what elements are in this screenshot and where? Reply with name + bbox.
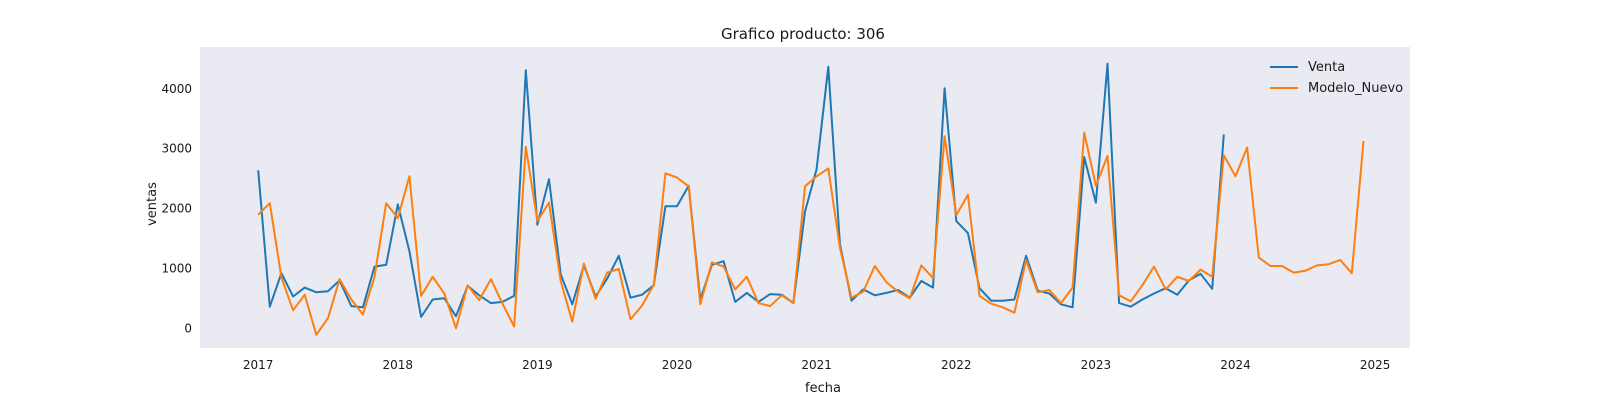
x-tick-label: 2025 [1360,358,1391,372]
y-tick-label: 3000 [161,142,192,156]
legend: Venta Modelo_Nuevo [1270,60,1403,96]
legend-label: Venta [1308,60,1345,75]
series-layer [257,62,1365,336]
y-axis-label: ventas [145,182,160,226]
x-tick-label: 2022 [941,358,972,372]
y-axis: 0 1000 2000 3000 4000 [161,82,192,335]
legend-label: Modelo_Nuevo [1308,81,1403,96]
y-tick-label: 2000 [161,202,192,216]
plot-area [200,47,1410,348]
x-tick-label: 2024 [1220,358,1251,372]
y-tick-label: 4000 [161,82,192,96]
x-tick-label: 2018 [383,358,414,372]
x-tick-label: 2017 [243,358,274,372]
series-line-modelo-nuevo [257,131,1365,336]
chart-title: Grafico producto: 306 [721,25,885,43]
x-tick-label: 2020 [662,358,693,372]
series-line-venta [257,62,1225,318]
x-axis: 2017 2018 2019 2020 2021 2022 2023 2024 2025 [243,358,1390,372]
y-tick-label: 0 [184,321,192,335]
x-tick-label: 2019 [522,358,553,372]
x-tick-label: 2021 [801,358,832,372]
x-axis-label: fecha [805,381,841,396]
x-tick-label: 2023 [1081,358,1112,372]
y-tick-label: 1000 [161,261,192,275]
